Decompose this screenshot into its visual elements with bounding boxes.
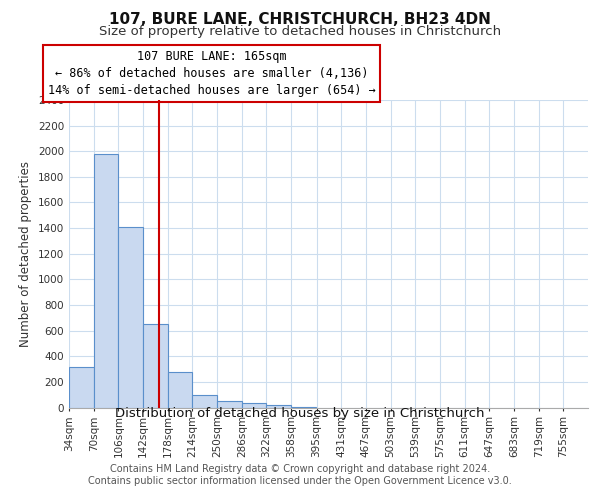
Bar [143, 324, 168, 407]
Bar [69, 366, 94, 408]
Text: 107 BURE LANE: 165sqm
← 86% of detached houses are smaller (4,136)
14% of semi-d: 107 BURE LANE: 165sqm ← 86% of detached … [48, 50, 376, 97]
Text: Distribution of detached houses by size in Christchurch: Distribution of detached houses by size … [115, 408, 485, 420]
Text: Size of property relative to detached houses in Christchurch: Size of property relative to detached ho… [99, 25, 501, 38]
Bar [168, 372, 193, 408]
Bar [193, 394, 217, 407]
Bar [291, 407, 316, 408]
Bar [242, 403, 266, 407]
Bar [118, 227, 143, 408]
Bar [217, 401, 242, 407]
Text: 107, BURE LANE, CHRISTCHURCH, BH23 4DN: 107, BURE LANE, CHRISTCHURCH, BH23 4DN [109, 12, 491, 28]
Text: Contains public sector information licensed under the Open Government Licence v3: Contains public sector information licen… [88, 476, 512, 486]
Bar [266, 405, 291, 407]
Bar [94, 154, 118, 407]
Y-axis label: Number of detached properties: Number of detached properties [19, 161, 32, 347]
Text: Contains HM Land Registry data © Crown copyright and database right 2024.: Contains HM Land Registry data © Crown c… [110, 464, 490, 474]
